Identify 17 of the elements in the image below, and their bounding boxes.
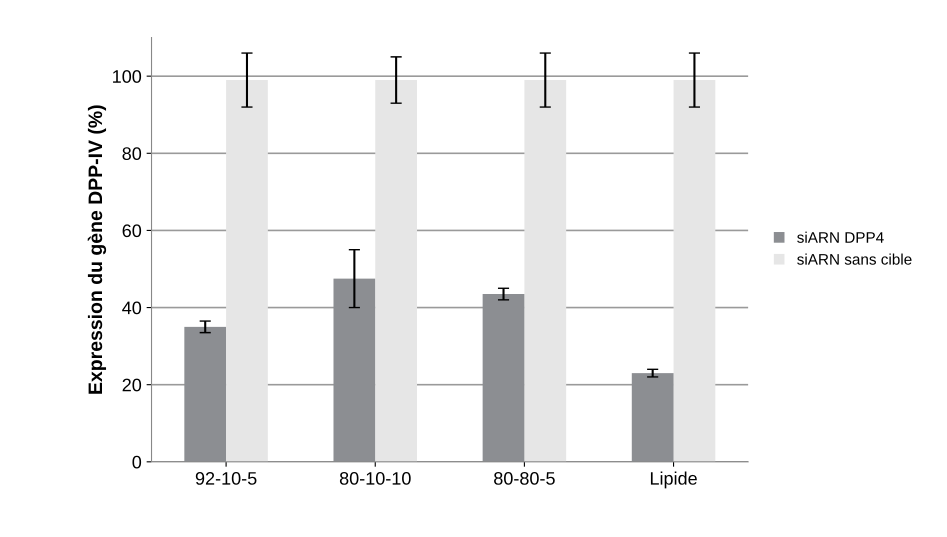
bar bbox=[674, 80, 716, 462]
x-tick-label: Lipide bbox=[650, 472, 697, 488]
bar bbox=[226, 80, 268, 462]
y-tick-label: 100 bbox=[113, 70, 142, 83]
legend-label: siARN sans cible bbox=[797, 254, 912, 265]
bar bbox=[524, 80, 566, 462]
x-tick-label: 92-10-5 bbox=[196, 472, 256, 485]
y-tick-label: 60 bbox=[122, 224, 142, 238]
bar bbox=[375, 80, 418, 462]
x-tick-label: 80-10-10 bbox=[340, 472, 411, 485]
legend-label: siARN DPP4 bbox=[797, 232, 884, 243]
x-tick-label: 80-80-5 bbox=[494, 472, 555, 485]
y-tick-label: 0 bbox=[132, 456, 142, 469]
y-axis-title: Expression du gène DPP-IV (%) bbox=[88, 105, 106, 394]
y-tick-label: 40 bbox=[122, 301, 142, 314]
y-tick-label: 20 bbox=[122, 378, 142, 392]
y-tick-label: 80 bbox=[122, 147, 142, 160]
